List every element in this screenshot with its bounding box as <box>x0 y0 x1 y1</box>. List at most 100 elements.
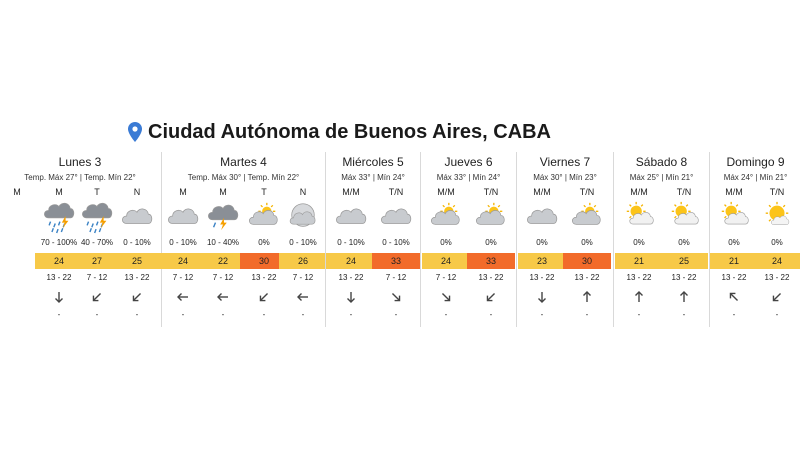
precip-prob: 0% <box>728 238 740 247</box>
wind-speed: 13 - 22 <box>574 273 600 282</box>
temp-cell: 25 <box>660 253 708 269</box>
wind-direction-icon <box>296 290 310 304</box>
period-label: M/M <box>342 187 360 197</box>
wind-speed: 13 - 22 <box>764 273 790 282</box>
day-name: Viernes 7 <box>539 155 591 169</box>
temp-cell: 24 <box>753 253 800 269</box>
precip-prob: 0% <box>633 238 645 247</box>
wind-direction-icon <box>770 290 784 304</box>
period-label: M/M <box>725 187 743 197</box>
precip-prob: 40 - 70% <box>80 238 114 247</box>
period-label: T/N <box>579 187 595 197</box>
day-temps: Máx 33° | Mín 24° <box>341 173 405 182</box>
period-label: M/M <box>630 187 648 197</box>
gust-value: - <box>301 310 305 319</box>
gust-value: - <box>349 310 353 319</box>
day-temps: Temp. Máx 30° | Temp. Mín 22° <box>187 173 300 182</box>
temp-cell: 23 <box>518 253 566 269</box>
location-pin-icon <box>128 122 142 142</box>
period-label: T/N <box>483 187 499 197</box>
day-temps: Máx 24° | Mín 21° <box>723 173 788 182</box>
location-header: Ciudad Autónoma de Buenos Aires, CABA <box>128 118 551 146</box>
partly-cloudy-icon <box>475 198 507 234</box>
temp-cell: 30 <box>240 253 288 269</box>
wind-speed: 7 - 12 <box>385 273 407 282</box>
day-column: Viernes 7 Máx 30° | Mín 23° M/M 0% 23 13… <box>516 152 613 327</box>
partly-cloudy-icon <box>571 198 603 234</box>
cloud-icon <box>335 198 367 234</box>
wind-speed: 13 - 22 <box>124 273 150 282</box>
temp-cell: 24 <box>422 253 470 269</box>
cloud-icon <box>380 198 412 234</box>
period-label: T <box>94 187 100 197</box>
precip-prob: 0% <box>485 238 497 247</box>
wind-speed: 7 - 12 <box>172 273 194 282</box>
wind-direction-icon <box>216 290 230 304</box>
gust-value: - <box>444 310 448 319</box>
precip-prob: 0% <box>536 238 548 247</box>
gust-value: - <box>682 310 686 319</box>
partly-cloudy-icon <box>248 198 280 234</box>
gust-value: - <box>540 310 544 319</box>
temp-cell: 21 <box>615 253 663 269</box>
precip-prob: 0% <box>440 238 452 247</box>
cloud-icon <box>167 198 199 234</box>
precip-prob: 0% <box>678 238 690 247</box>
sun-cloud-icon <box>623 198 655 234</box>
forecast-days: Lunes 3 Temp. Máx 27° | Temp. Mín 22° M … <box>0 152 800 332</box>
wind-direction-icon <box>52 290 66 304</box>
temp-cell: 33 <box>467 253 515 269</box>
day-temps: Máx 25° | Mín 21° <box>629 173 694 182</box>
day-name: Jueves 6 <box>444 155 493 169</box>
wind-direction-icon <box>535 290 549 304</box>
sun-cloud-icon <box>668 198 700 234</box>
temp-cell: 24 <box>35 253 83 269</box>
wind-speed: 7 - 12 <box>435 273 457 282</box>
temp-cell: 24 <box>327 253 375 269</box>
precip-prob: 70 - 100% <box>40 238 78 247</box>
partly-cloudy-icon <box>430 198 462 234</box>
wind-speed: 13 - 22 <box>721 273 747 282</box>
gust-value: - <box>489 310 493 319</box>
period-label: T/N <box>769 187 785 197</box>
wind-speed: 13 - 22 <box>251 273 277 282</box>
day-column: Jueves 6 Máx 33° | Mín 24° M/M 0% 24 7 -… <box>420 152 516 327</box>
temp-cell: 27 <box>73 253 121 269</box>
period-label: T/N <box>388 187 404 197</box>
day-column: Martes 4 Temp. Máx 30° | Temp. Mín 22° M… <box>159 152 327 327</box>
gust-value: - <box>585 310 589 319</box>
wind-speed: 13 - 22 <box>478 273 504 282</box>
gust-value: - <box>732 310 736 319</box>
period-label: M/M <box>533 187 551 197</box>
wind-speed: 13 - 22 <box>626 273 652 282</box>
temp-cell: 25 <box>113 253 161 269</box>
period-label: M/M <box>437 187 455 197</box>
gust-value: - <box>135 310 139 319</box>
period-label: M <box>219 187 227 197</box>
day-name: Lunes 3 <box>58 155 102 169</box>
precip-prob: 0 - 10% <box>289 238 317 247</box>
wind-speed: 13 - 22 <box>671 273 697 282</box>
location-title: Ciudad Autónoma de Buenos Aires, CABA <box>148 120 551 143</box>
precip-prob: 0% <box>581 238 593 247</box>
wind-direction-icon <box>727 290 741 304</box>
gust-value: - <box>775 310 779 319</box>
temp-cell: 33 <box>372 253 420 269</box>
precip-prob: 0 - 10% <box>123 238 151 247</box>
wind-direction-icon <box>130 290 144 304</box>
precip-prob: 10 - 40% <box>206 238 240 247</box>
day-name: Domingo 9 <box>726 155 785 169</box>
gust-value: - <box>221 310 225 319</box>
period-label: M <box>13 187 21 197</box>
precip-prob: 0% <box>258 238 270 247</box>
precip-prob: 0 - 10% <box>337 238 365 247</box>
gust-value: - <box>394 310 398 319</box>
wind-direction-icon <box>90 290 104 304</box>
wind-direction-icon <box>484 290 498 304</box>
day-temps: Temp. Máx 27° | Temp. Mín 22° <box>24 173 136 182</box>
day-column: Sábado 8 Máx 25° | Mín 21° M/M 0% 21 13 … <box>613 152 709 327</box>
period-label: T/N <box>676 187 692 197</box>
cloud-icon <box>121 198 153 234</box>
wind-speed: 13 - 22 <box>46 273 72 282</box>
gust-value: - <box>95 310 99 319</box>
